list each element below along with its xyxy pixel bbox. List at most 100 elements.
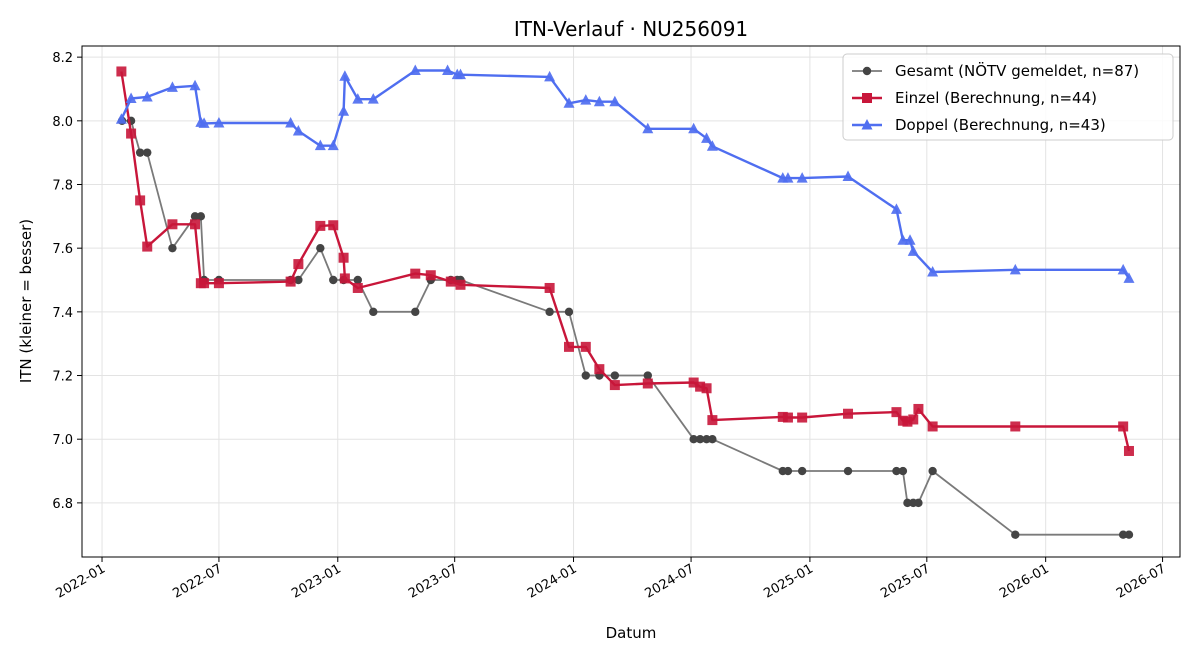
data-point (410, 268, 421, 279)
data-point (352, 93, 364, 104)
x-tick-label: 2024-01 (525, 561, 580, 601)
data-point (842, 170, 854, 182)
data-point (708, 434, 717, 444)
data-point (199, 278, 210, 289)
data-point (545, 307, 554, 317)
data-point (701, 132, 713, 143)
data-point (125, 92, 137, 104)
data-point (544, 70, 556, 82)
data-point (1118, 421, 1129, 432)
data-point (927, 266, 939, 277)
data-point (609, 380, 620, 391)
data-point (189, 79, 201, 91)
series-line (122, 119, 1129, 536)
data-point (1117, 263, 1129, 275)
data-point (1124, 530, 1134, 539)
series-3 (115, 64, 1135, 283)
x-tick-label: 2024-07 (643, 561, 698, 601)
x-axis-ticks: 2022-01 2022-07 2023-01 2023-07 2024-01 2024-… (53, 557, 1169, 602)
data-point (593, 95, 605, 107)
data-point (190, 219, 201, 230)
y-axis-label: ITN (kleiner = besser) (17, 219, 35, 383)
data-point (695, 434, 705, 444)
data-point (1010, 421, 1021, 432)
data-point (367, 93, 379, 104)
data-point (409, 64, 421, 76)
data-point (843, 408, 854, 419)
legend: Gesamt (NÖTV gemeldet, n=87) Einzel (Bere… (842, 53, 1174, 141)
x-tick-label: 2026-07 (1114, 561, 1169, 601)
data-point (196, 212, 206, 221)
data-point (1009, 263, 1021, 275)
data-point (688, 122, 700, 134)
y-tick-label: 6.8 (52, 497, 73, 512)
data-point (580, 341, 591, 352)
data-point (928, 466, 937, 476)
data-point (135, 195, 146, 206)
data-point (116, 66, 127, 77)
data-point (702, 434, 711, 444)
data-point (777, 411, 788, 422)
x-tick-label: 2025-07 (878, 561, 933, 601)
data-point (610, 371, 620, 380)
chart-title: ITN-Verlauf · NU256091 (514, 17, 748, 41)
x-tick-label: 2026-01 (997, 561, 1052, 601)
data-point (454, 68, 466, 80)
data-point (891, 407, 902, 418)
y-tick-label: 7.2 (52, 370, 73, 385)
data-point (190, 212, 200, 221)
data-point (642, 122, 654, 134)
series-group (115, 64, 1135, 539)
data-point (580, 94, 592, 105)
data-point (890, 203, 902, 214)
data-point (294, 275, 303, 285)
x-axis-label: Datum (606, 624, 657, 642)
data-point (285, 276, 296, 287)
data-point (168, 243, 177, 253)
series-1 (117, 116, 1134, 539)
data-point (695, 381, 706, 392)
data-point (581, 371, 590, 380)
data-point (316, 243, 325, 253)
data-point (797, 412, 808, 423)
data-point (292, 125, 304, 136)
data-point (142, 241, 153, 252)
data-point (338, 252, 349, 263)
data-point (897, 234, 909, 245)
data-point (707, 415, 718, 426)
data-point (688, 377, 699, 388)
data-point (594, 364, 605, 375)
data-point (445, 276, 456, 287)
data-point (352, 282, 363, 293)
data-point (167, 219, 178, 230)
data-point (411, 307, 420, 317)
data-point (339, 70, 351, 81)
data-point (689, 434, 698, 444)
data-point (213, 278, 224, 289)
data-point (796, 172, 808, 183)
data-point (642, 378, 653, 389)
legend-marker (862, 93, 872, 103)
legend-label: Doppel (Berechnung, n=43) (895, 116, 1106, 134)
data-point (563, 341, 574, 352)
data-point (706, 140, 718, 151)
data-point (328, 220, 339, 231)
data-point (643, 371, 652, 380)
data-point (1123, 445, 1134, 456)
data-point (442, 64, 454, 76)
data-point (782, 172, 794, 183)
data-point (369, 307, 378, 317)
plot-frame (81, 45, 1181, 558)
series-2 (116, 66, 1134, 456)
data-point (892, 466, 901, 476)
data-point (544, 282, 555, 293)
data-point (904, 234, 916, 245)
data-point (327, 139, 339, 151)
data-point (914, 498, 923, 508)
data-point (455, 279, 466, 290)
legend-marker (862, 66, 872, 76)
data-point (353, 275, 362, 285)
data-point (902, 416, 913, 427)
data-point (782, 412, 793, 423)
data-point (293, 259, 304, 270)
